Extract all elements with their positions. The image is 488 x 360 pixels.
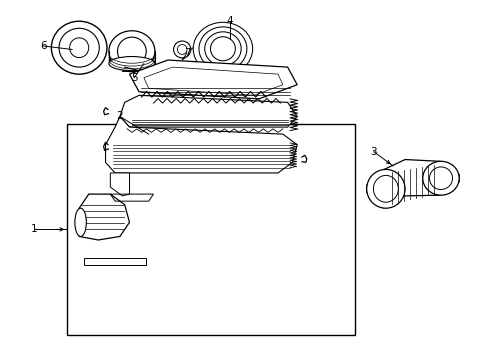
Ellipse shape bbox=[428, 167, 451, 189]
Text: 1: 1 bbox=[30, 224, 37, 234]
Polygon shape bbox=[110, 173, 129, 196]
Polygon shape bbox=[366, 159, 458, 208]
Text: 5: 5 bbox=[131, 73, 137, 83]
Ellipse shape bbox=[75, 208, 86, 237]
Ellipse shape bbox=[422, 161, 458, 195]
Polygon shape bbox=[105, 117, 297, 173]
Ellipse shape bbox=[59, 28, 99, 67]
Text: 2: 2 bbox=[116, 112, 123, 121]
Ellipse shape bbox=[199, 27, 246, 71]
Polygon shape bbox=[129, 60, 297, 99]
Ellipse shape bbox=[109, 31, 155, 72]
Ellipse shape bbox=[366, 170, 404, 208]
Polygon shape bbox=[120, 95, 297, 127]
Ellipse shape bbox=[173, 41, 190, 58]
Text: 3: 3 bbox=[370, 147, 376, 157]
Text: 7: 7 bbox=[183, 48, 190, 58]
Ellipse shape bbox=[117, 37, 146, 66]
Ellipse shape bbox=[193, 22, 252, 75]
Text: 6: 6 bbox=[40, 41, 46, 51]
Ellipse shape bbox=[109, 57, 155, 71]
Ellipse shape bbox=[210, 37, 235, 61]
Ellipse shape bbox=[69, 38, 89, 58]
Polygon shape bbox=[79, 194, 129, 240]
Text: 4: 4 bbox=[226, 16, 233, 26]
Ellipse shape bbox=[51, 21, 107, 74]
Ellipse shape bbox=[373, 175, 398, 202]
Ellipse shape bbox=[204, 32, 241, 66]
Ellipse shape bbox=[177, 45, 186, 54]
Bar bbox=[84, 258, 146, 265]
Bar bbox=[67, 123, 354, 335]
